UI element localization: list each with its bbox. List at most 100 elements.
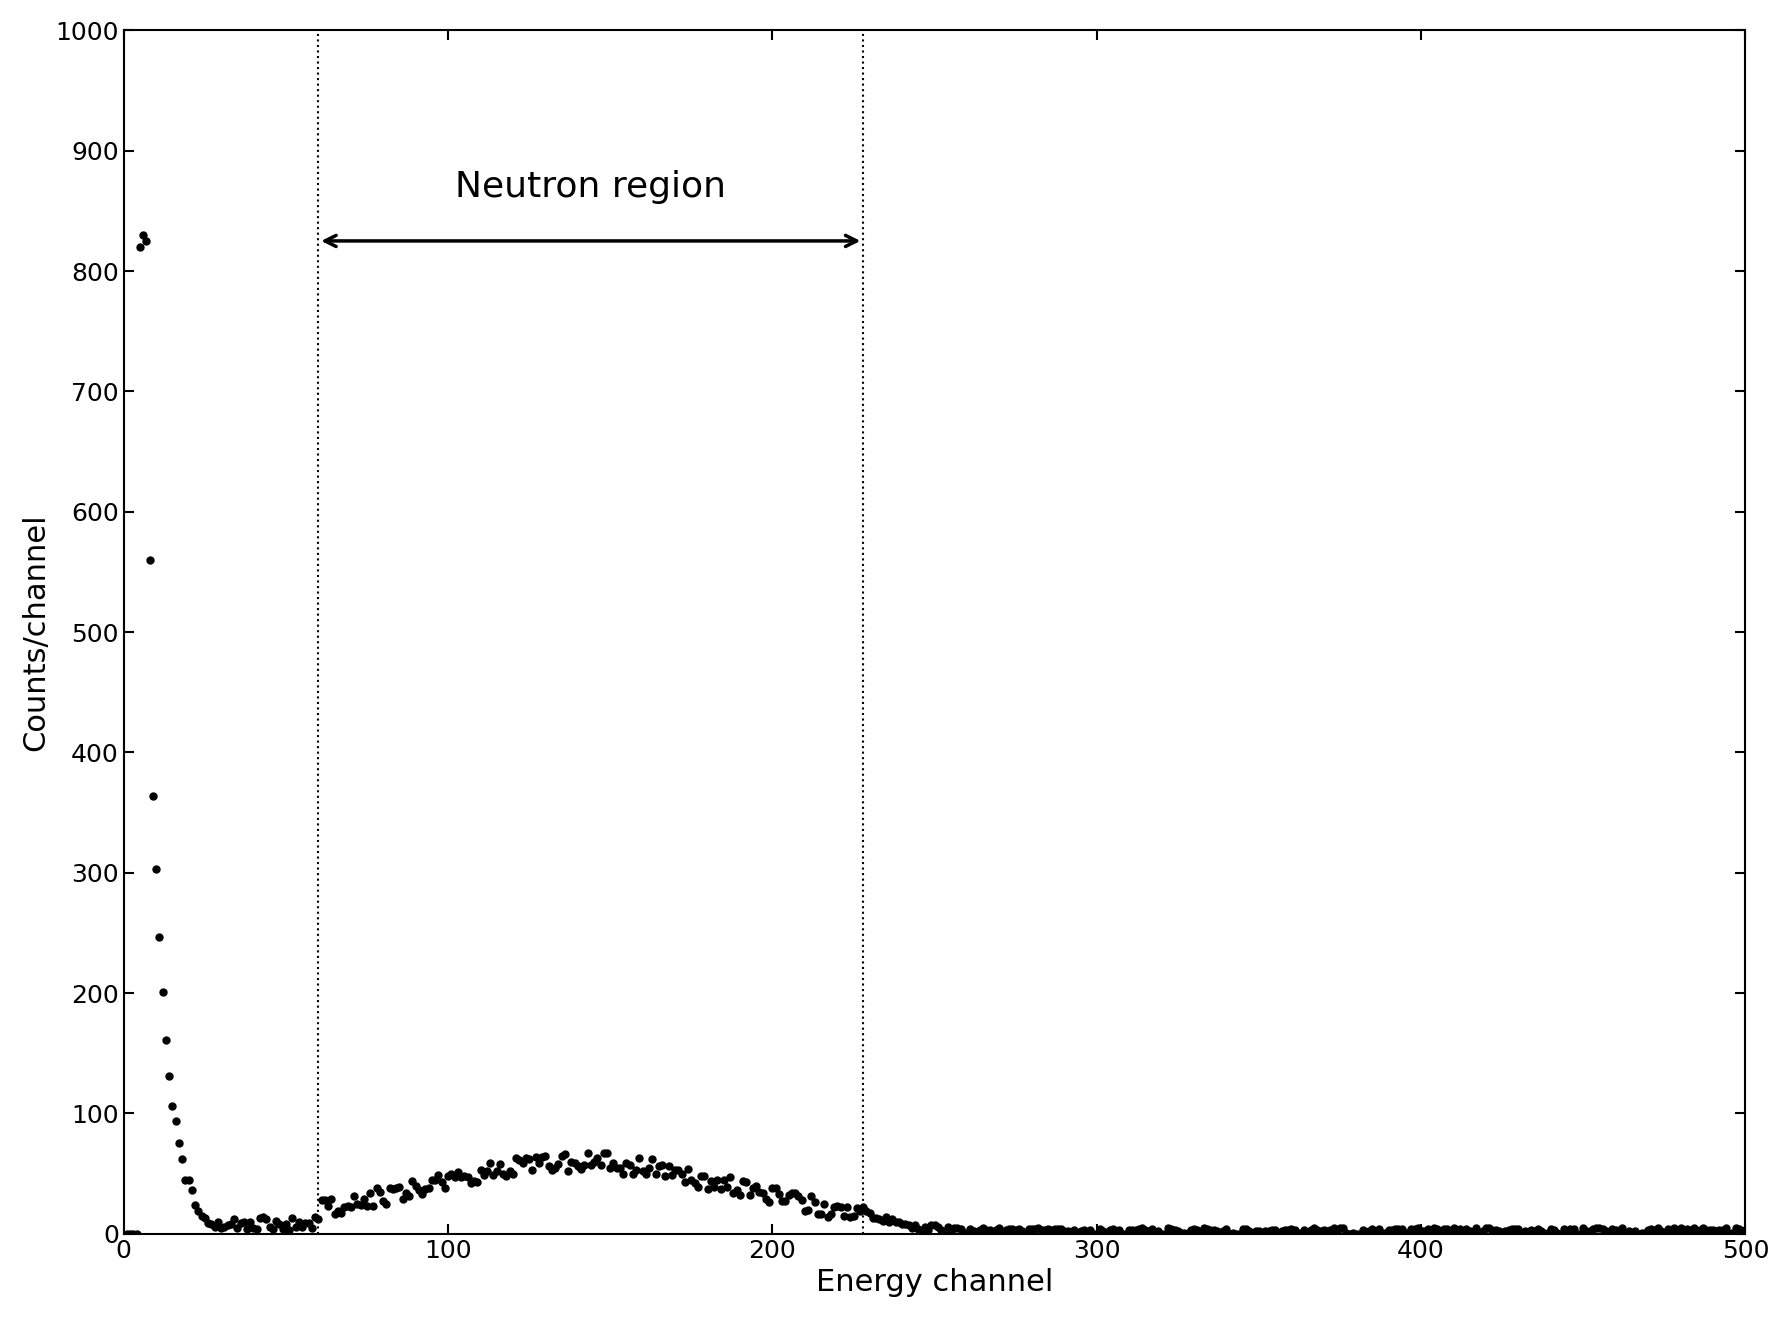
Point <box>1403 1218 1431 1239</box>
Point <box>1283 1222 1311 1243</box>
Point <box>401 1176 429 1197</box>
Point <box>428 1172 456 1193</box>
Point <box>580 1151 608 1172</box>
Point <box>1344 1223 1372 1244</box>
Point <box>1326 1218 1354 1239</box>
Point <box>1172 1222 1200 1243</box>
Point <box>556 1151 585 1172</box>
Point <box>533 1156 562 1177</box>
Point <box>1506 1223 1535 1244</box>
Point <box>1503 1218 1531 1239</box>
Point <box>197 1214 225 1235</box>
Point <box>1102 1222 1131 1243</box>
Point <box>1513 1223 1542 1244</box>
Point <box>605 1157 633 1178</box>
Point <box>1594 1223 1623 1244</box>
Point <box>984 1218 1013 1239</box>
Point <box>1698 1219 1726 1240</box>
Point <box>1059 1219 1088 1240</box>
Point <box>975 1219 1004 1240</box>
Point <box>1666 1218 1694 1239</box>
Point <box>664 1160 692 1181</box>
Point <box>1399 1218 1428 1239</box>
Point <box>1565 1223 1594 1244</box>
Point <box>1517 1219 1546 1240</box>
Point <box>1206 1222 1234 1243</box>
Point <box>1290 1219 1318 1240</box>
Point <box>213 1215 242 1236</box>
Point <box>624 1148 653 1169</box>
Point <box>200 1217 229 1238</box>
Point <box>165 1133 193 1155</box>
Point <box>916 1215 945 1236</box>
Point <box>469 1164 497 1185</box>
Point <box>827 1197 855 1218</box>
Point <box>719 1182 748 1203</box>
Point <box>138 786 166 807</box>
Point <box>1000 1219 1029 1240</box>
Point <box>1247 1222 1276 1243</box>
Point <box>1487 1222 1515 1243</box>
Point <box>1630 1222 1658 1243</box>
Point <box>1175 1219 1204 1240</box>
Point <box>810 1193 839 1214</box>
Point <box>1036 1219 1064 1240</box>
Point <box>1208 1220 1236 1242</box>
Point <box>148 982 177 1003</box>
Point <box>784 1186 812 1207</box>
Point <box>132 231 161 252</box>
Point <box>1347 1219 1376 1240</box>
Point <box>1542 1222 1571 1243</box>
Point <box>660 1160 689 1181</box>
Point <box>1526 1220 1555 1242</box>
Point <box>265 1214 293 1235</box>
Point <box>569 1155 598 1176</box>
Point <box>839 1205 868 1226</box>
Point <box>216 1214 245 1235</box>
Point <box>819 1197 848 1218</box>
Point <box>1578 1218 1607 1239</box>
Point <box>1023 1218 1052 1239</box>
Point <box>608 1162 637 1184</box>
Point <box>1454 1220 1483 1242</box>
Point <box>696 1170 725 1191</box>
Point <box>1585 1218 1614 1239</box>
Point <box>1075 1219 1104 1240</box>
Point <box>703 1169 732 1190</box>
Point <box>1159 1219 1188 1240</box>
Point <box>122 1223 150 1244</box>
Point <box>517 1160 546 1181</box>
Point <box>943 1218 971 1239</box>
Point <box>891 1214 920 1235</box>
Point <box>635 1157 664 1178</box>
Point <box>521 1147 549 1168</box>
Point <box>952 1222 980 1243</box>
Point <box>1227 1218 1256 1239</box>
Point <box>1027 1219 1056 1240</box>
Point <box>725 1185 753 1206</box>
Point <box>871 1206 900 1227</box>
Point <box>1351 1223 1379 1244</box>
Point <box>496 1161 524 1182</box>
Point <box>1555 1218 1583 1239</box>
Point <box>628 1161 657 1182</box>
Point <box>242 1218 270 1239</box>
Point <box>787 1190 816 1211</box>
Point <box>1199 1219 1227 1240</box>
Point <box>1689 1218 1717 1239</box>
Point <box>728 1170 757 1191</box>
Point <box>1535 1218 1564 1239</box>
Point <box>433 1165 462 1186</box>
Point <box>1123 1218 1152 1239</box>
Point <box>1653 1218 1682 1239</box>
Point <box>1043 1218 1072 1239</box>
Point <box>1539 1219 1567 1240</box>
Point <box>1607 1218 1635 1239</box>
Point <box>261 1210 290 1231</box>
Point <box>900 1215 928 1236</box>
Point <box>572 1143 601 1164</box>
Point <box>564 1156 592 1177</box>
Point <box>276 1219 304 1240</box>
Point <box>349 1189 377 1210</box>
Point <box>540 1157 569 1178</box>
